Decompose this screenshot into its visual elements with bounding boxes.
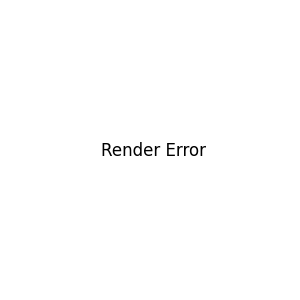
Text: Render Error: Render Error bbox=[101, 142, 206, 160]
